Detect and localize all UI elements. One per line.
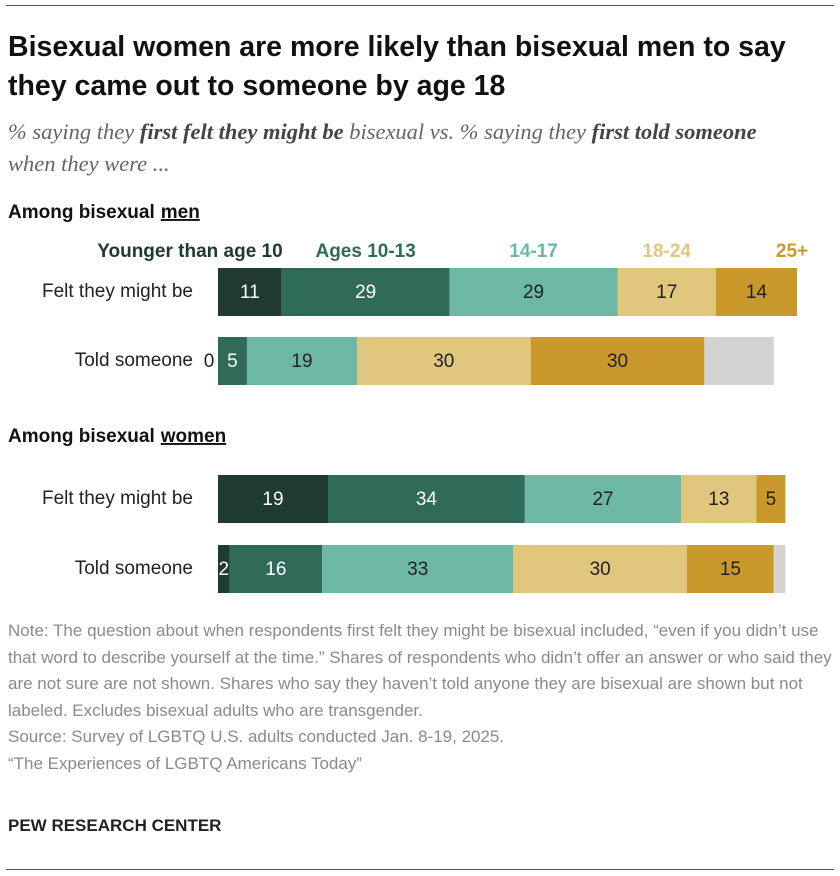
bar-segment — [246, 337, 357, 385]
subtitle-emphasis: first felt they might be — [139, 119, 344, 144]
data-label: 29 — [523, 282, 544, 303]
data-label: 14 — [746, 282, 768, 303]
subtitle-text: when they were ... — [8, 151, 170, 176]
note: Note: The question about when respondent… — [8, 621, 832, 720]
bar-segment — [715, 268, 797, 316]
source: Source: Survey of LGBTQ U.S. adults cond… — [8, 727, 505, 746]
chart-title: Bisexual women are more likely than bise… — [8, 31, 786, 102]
bar-segment — [681, 475, 757, 523]
bottom-rule — [6, 869, 834, 870]
data-label: 34 — [416, 489, 438, 510]
data-label: 30 — [607, 351, 628, 372]
data-label: 13 — [708, 489, 729, 510]
bar-segment — [218, 268, 282, 316]
top-rule — [6, 5, 834, 6]
data-label: 2 — [219, 559, 230, 580]
bar-segment — [449, 268, 618, 316]
bar-segment — [218, 337, 247, 385]
row-label: Told someone — [75, 558, 193, 579]
report: “The Experiences of LGBTQ Americans Toda… — [8, 753, 363, 773]
bar-segment — [218, 545, 230, 593]
row-label: Told someone — [75, 350, 193, 371]
bar-segment — [617, 268, 716, 316]
data-label: 29 — [355, 282, 376, 303]
note-block: Note: The question about when respondent… — [8, 618, 833, 777]
data-label: 30 — [590, 559, 611, 580]
data-label: 15 — [720, 559, 741, 580]
footer-logo: PEW RESEARCH CENTER — [8, 816, 222, 835]
data-label: 5 — [227, 351, 238, 372]
legend-label: Ages 10-13 — [315, 241, 415, 262]
bar-segment — [356, 337, 531, 385]
subtitle-text: % saying they — [8, 119, 140, 144]
panel-title-emphasis: women — [160, 426, 226, 447]
bar-segment — [756, 475, 786, 523]
legend-label: 14-17 — [509, 241, 558, 262]
bar-segment — [704, 337, 774, 385]
bar-segment — [524, 475, 682, 523]
bar-segment — [281, 268, 450, 316]
data-label: 33 — [407, 559, 428, 580]
panel-title-emphasis: men — [161, 202, 200, 223]
data-label: 5 — [766, 489, 777, 510]
chart: Among bisexual men Felt they might be 11 You… — [8, 202, 808, 593]
bar-segment — [218, 475, 329, 523]
bar-segment — [322, 545, 514, 593]
panel-title-text: Among bisexual — [8, 202, 155, 223]
bar-segment — [229, 545, 323, 593]
data-label: 27 — [592, 489, 613, 510]
bar-segment — [328, 475, 525, 523]
data-label: 16 — [265, 559, 286, 580]
panel-title-text: Among bisexual — [8, 426, 155, 447]
data-label: 19 — [262, 489, 283, 510]
data-label: 30 — [433, 351, 454, 372]
bar-segment — [773, 545, 786, 593]
bar-segment — [530, 337, 705, 385]
bar-segment — [686, 545, 774, 593]
row-label: Felt they might be — [42, 488, 193, 509]
legend-label: 18-24 — [642, 241, 691, 262]
data-label: 17 — [656, 282, 677, 303]
legend-label: 25+ — [776, 241, 808, 262]
row-label: Felt they might be — [42, 281, 193, 302]
panel-title: Among bisexual women — [8, 426, 226, 447]
data-label: 0 — [204, 351, 215, 372]
subtitle-emphasis: first told someone — [591, 119, 757, 144]
subtitle-text: bisexual vs. % saying they — [343, 119, 592, 144]
data-label: 19 — [291, 351, 312, 372]
data-label: 11 — [240, 282, 260, 303]
bar-segment — [513, 545, 687, 593]
legend-label: Younger than age 10 — [97, 241, 282, 262]
panel-title: Among bisexual men — [8, 202, 200, 223]
subtitle: % saying they first felt they might be b… — [8, 116, 808, 180]
